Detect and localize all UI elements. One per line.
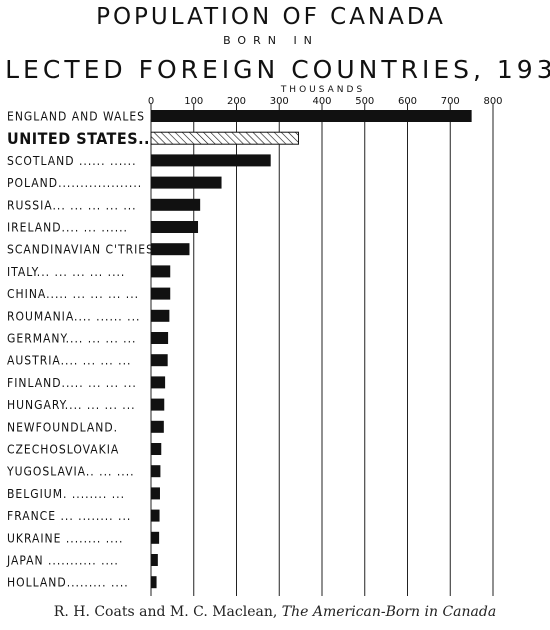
category-label: YUGOSLAVIA.. ... .... (6, 465, 135, 479)
bar (151, 576, 157, 589)
bar (151, 376, 166, 389)
category-label: ROUMANIA.... ...... ... (7, 309, 140, 323)
bar (151, 554, 158, 566)
category-label: FRANCE ... ........ ... (7, 509, 131, 523)
bar (151, 354, 168, 367)
bar (151, 287, 171, 300)
bar-highlight (150, 131, 299, 145)
category-label: HOLLAND......... .... (7, 576, 129, 590)
x-tick-label: 0 (148, 96, 154, 107)
bar (151, 509, 160, 522)
x-tick-label: 200 (227, 96, 246, 107)
chart-title-line3: SELECTED FOREIGN COUNTRIES, 1931 (0, 55, 550, 84)
category-label: FINLAND..... ... ... ... (7, 376, 137, 390)
category-label: UKRAINE ........ .... (7, 531, 123, 545)
x-tick-label: 700 (441, 96, 460, 107)
category-label: ENGLAND AND WALES ... (7, 110, 163, 124)
bar (151, 487, 160, 500)
category-labels: ENGLAND AND WALES ... UNITED STATES..... S… (6, 110, 168, 590)
category-label: NEWFOUNDLAND. (7, 420, 118, 434)
axis-unit-label: THOUSANDS (280, 85, 365, 95)
bar (151, 265, 171, 278)
category-label: SCOTLAND ...... ...... (7, 154, 137, 168)
bar (151, 531, 160, 544)
bar (151, 198, 201, 211)
category-label: ITALY... ... ... ... .... (7, 265, 125, 279)
category-label: IRELAND.... ... ...... (7, 221, 128, 235)
caption-authors: R. H. Coats and M. C. Maclean, (53, 604, 282, 620)
bar (151, 110, 472, 122)
x-tick-label: 300 (270, 96, 289, 107)
bar (151, 154, 271, 167)
bar (151, 176, 222, 189)
x-tick-label: 400 (312, 96, 331, 107)
chart-title: POPULATION OF CANADA (96, 4, 446, 30)
category-label: GERMANY.... ... ... ... (7, 332, 136, 346)
x-tick-label: 100 (184, 96, 203, 107)
category-label: SCANDINAVIAN C'TRIES (7, 243, 154, 257)
bars (150, 110, 472, 589)
chart-subtitle: BORN IN (223, 34, 319, 47)
bar (151, 398, 165, 411)
bar (151, 221, 199, 233)
x-tick-label: 500 (355, 96, 374, 107)
bar (151, 309, 170, 322)
x-tick-label: 800 (483, 96, 502, 107)
bar (151, 332, 169, 344)
category-label: CHINA..... ... ... ... ... (7, 287, 139, 301)
bar (151, 443, 162, 455)
category-label: AUSTRIA.... ... ... ... (7, 354, 131, 368)
category-label: UNITED STATES..... (7, 129, 168, 148)
category-label: CZECHOSLOVAKIA (7, 443, 119, 457)
category-label: POLAND................... (7, 176, 142, 190)
category-label: JAPAN ........... .... (6, 554, 119, 568)
caption-work: The American-Born in Canada (281, 604, 497, 620)
x-tick-labels: 0 100 200 300 400 500 600 700 800 (148, 96, 503, 107)
category-label: HUNGARY.... ... ... ... (7, 398, 136, 412)
category-label: BELGIUM. ........ ... (7, 487, 125, 501)
bar (151, 243, 190, 256)
bar (151, 465, 161, 478)
bar (151, 420, 164, 433)
category-label: RUSSIA... ... ... ... ... (7, 198, 137, 212)
x-tick-label: 600 (398, 96, 417, 107)
source-caption: R. H. Coats and M. C. Maclean, The Ameri… (0, 604, 550, 620)
